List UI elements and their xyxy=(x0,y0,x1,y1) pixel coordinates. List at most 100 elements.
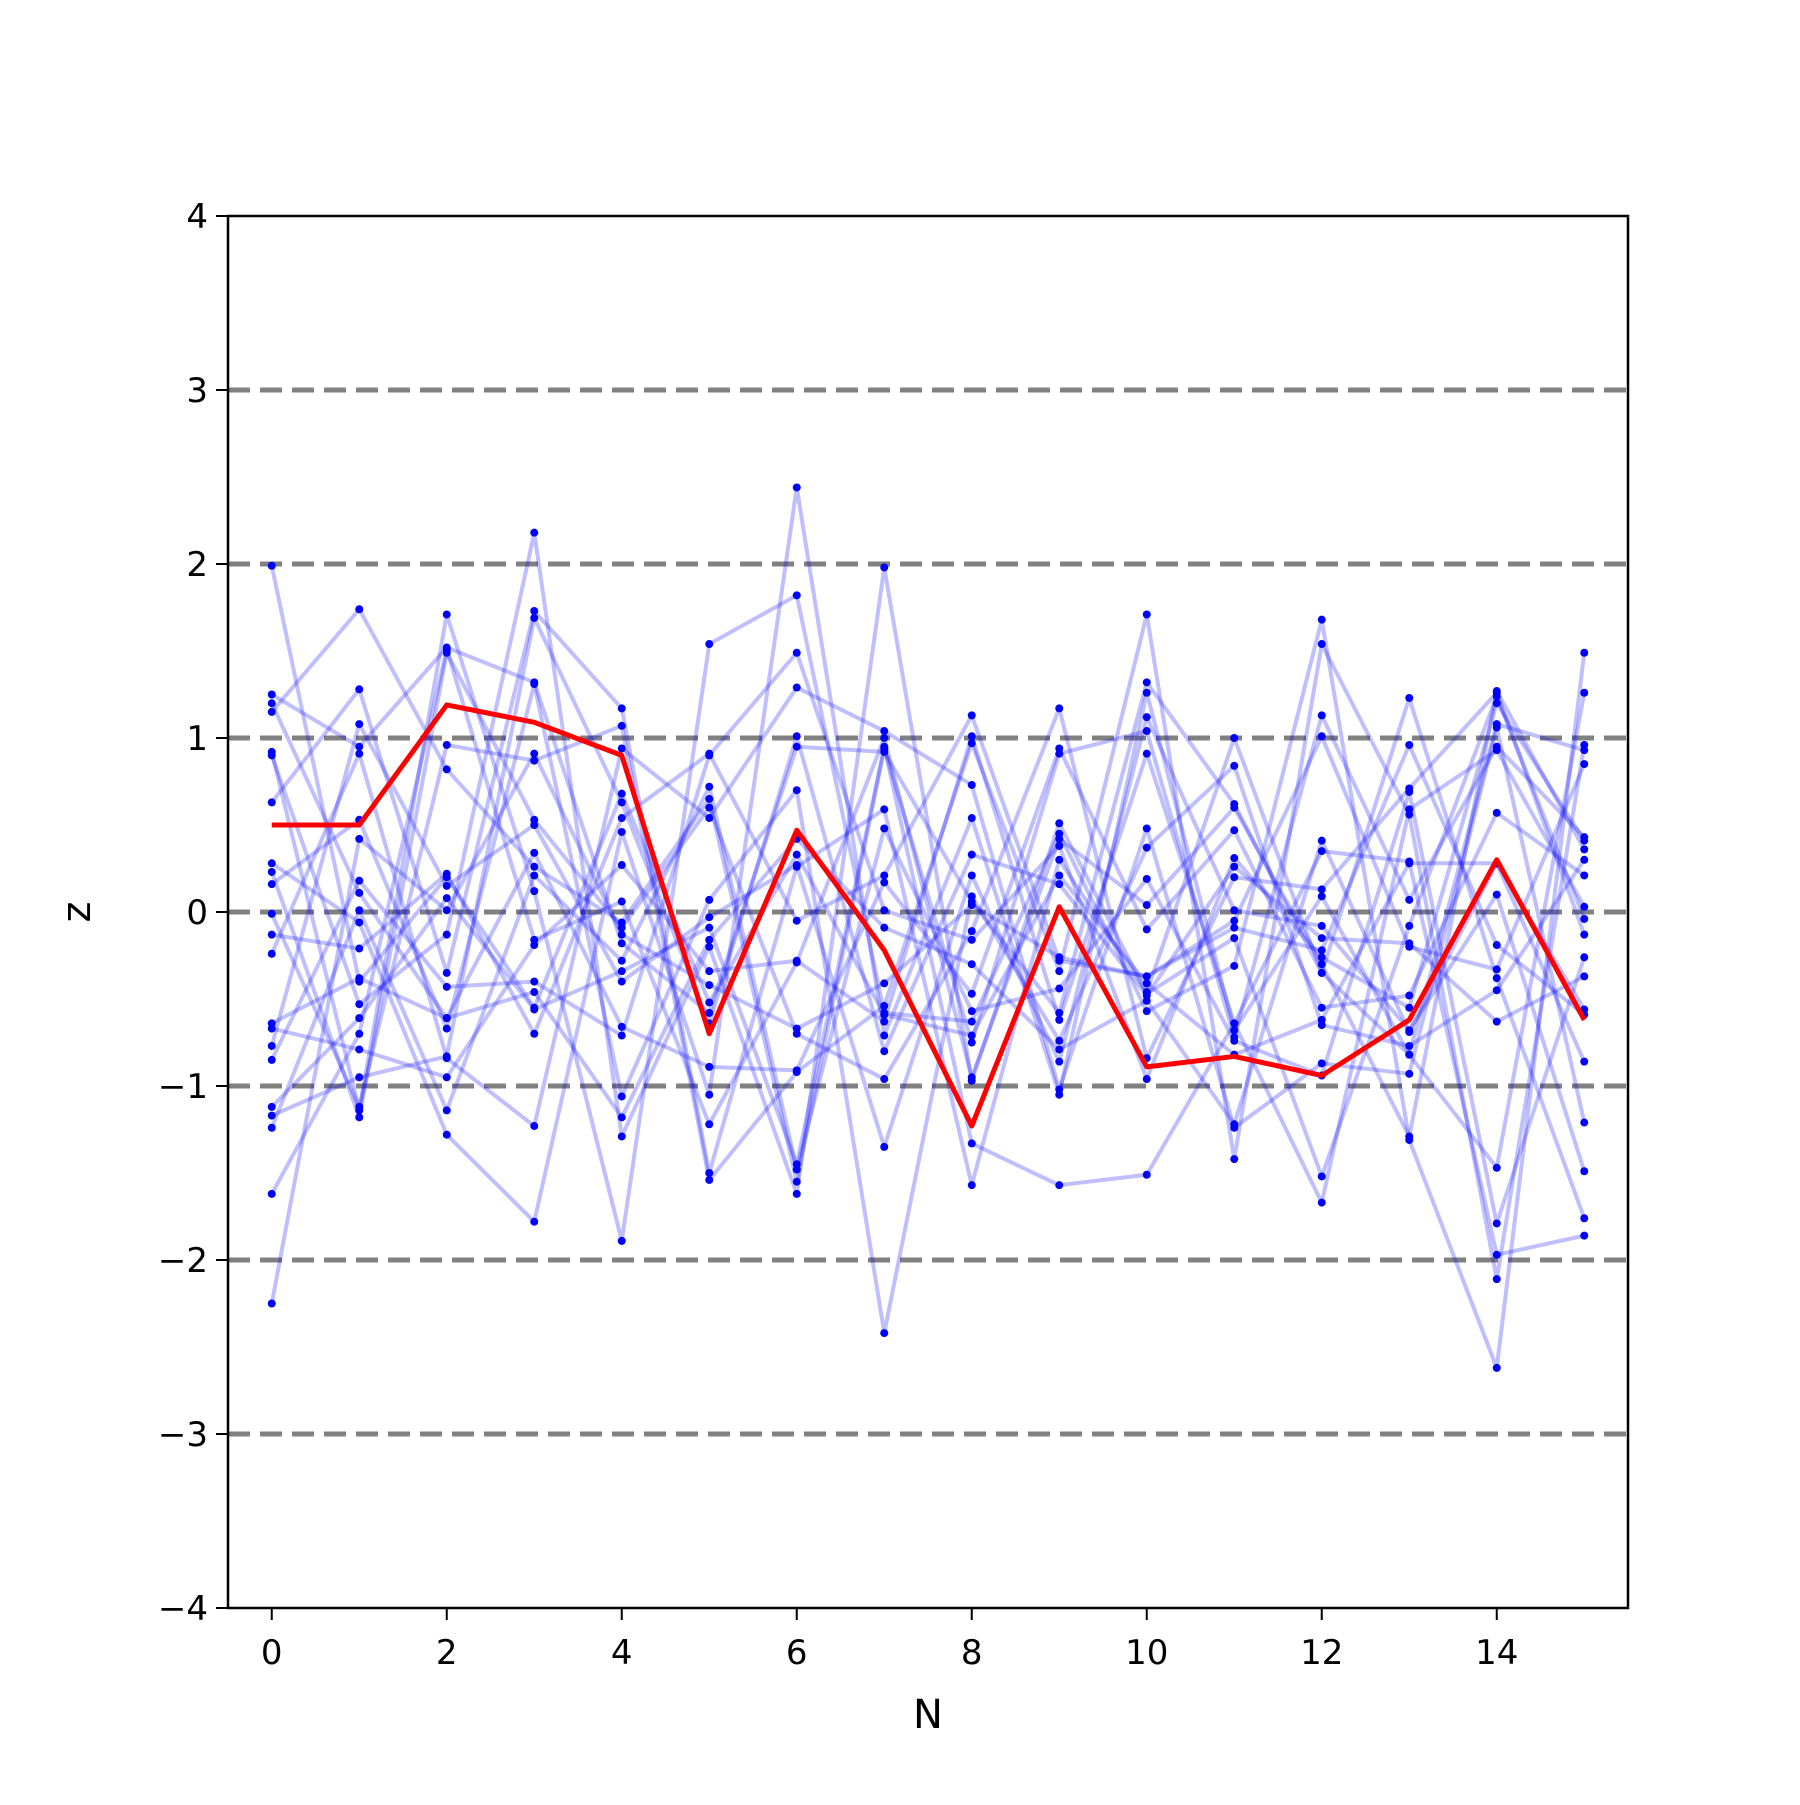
series-point xyxy=(1317,615,1326,624)
background-series-line xyxy=(269,650,1586,1082)
series-point xyxy=(967,1073,976,1082)
background-series-line xyxy=(269,784,1587,1226)
series-point xyxy=(1405,1132,1414,1141)
series-point xyxy=(705,794,714,803)
series-point xyxy=(1580,760,1589,769)
series-point xyxy=(792,850,801,859)
series-point xyxy=(1230,862,1239,871)
x-tick-label: 2 xyxy=(436,1633,458,1673)
series-point xyxy=(1317,640,1326,649)
y-tick-label: −2 xyxy=(158,1241,208,1281)
reference-lines xyxy=(228,387,1628,1437)
series-point xyxy=(1142,610,1151,619)
series-point xyxy=(530,848,539,857)
series-point xyxy=(355,834,364,843)
series-point xyxy=(1142,972,1151,981)
series-point xyxy=(705,1062,714,1071)
series-point xyxy=(1055,871,1064,880)
series-point xyxy=(792,1165,801,1174)
background-series-line xyxy=(269,715,1587,1172)
series-point xyxy=(1492,1163,1501,1172)
series-point xyxy=(967,901,976,910)
series-point xyxy=(1230,826,1239,835)
series-point xyxy=(1580,1118,1589,1127)
background-series-line xyxy=(270,645,1585,1057)
series-point xyxy=(530,1217,539,1226)
series-point xyxy=(267,798,276,807)
series-point xyxy=(1142,688,1151,697)
series-point xyxy=(792,648,801,657)
series-point xyxy=(1055,880,1064,889)
series-point xyxy=(1142,1170,1151,1179)
series-point xyxy=(880,1047,889,1056)
series-point xyxy=(1317,960,1326,969)
series-point xyxy=(1055,1015,1064,1024)
background-series-line xyxy=(270,608,1587,1219)
series-point xyxy=(530,528,539,537)
series-point xyxy=(617,704,626,713)
series-point xyxy=(1230,1036,1239,1045)
series-point xyxy=(355,749,364,758)
series-point xyxy=(792,1066,801,1075)
series-point xyxy=(1317,953,1326,962)
series-point xyxy=(267,699,276,708)
series-point xyxy=(792,861,801,870)
series-point xyxy=(442,1014,451,1023)
series-point xyxy=(1317,934,1326,943)
series-point xyxy=(1230,761,1239,770)
series-point xyxy=(1317,1003,1326,1012)
series-point xyxy=(617,1022,626,1031)
series-point xyxy=(1055,1057,1064,1066)
series-point xyxy=(880,979,889,988)
series-point xyxy=(1492,808,1501,817)
series-point xyxy=(355,918,364,927)
series-point xyxy=(1055,1085,1064,1094)
series-point xyxy=(792,683,801,692)
series-point xyxy=(1230,734,1239,742)
series-point xyxy=(267,1024,276,1033)
series-point xyxy=(1142,713,1151,722)
series-point xyxy=(1317,968,1326,977)
series-point xyxy=(1580,648,1589,657)
series-point xyxy=(355,888,364,897)
series-point xyxy=(1230,934,1239,943)
series-point xyxy=(1580,902,1589,911)
series-point xyxy=(1580,740,1589,749)
series-point xyxy=(267,1041,276,1050)
series-point xyxy=(355,1014,364,1023)
series-point xyxy=(792,786,801,795)
series-point xyxy=(705,895,714,904)
x-tick-label: 12 xyxy=(1300,1633,1343,1673)
series-point xyxy=(355,906,364,915)
series-point xyxy=(1055,967,1064,976)
series-point xyxy=(880,805,889,814)
series-point xyxy=(1317,885,1326,894)
series-point xyxy=(1492,687,1501,696)
background-series-group xyxy=(267,483,1589,1372)
series-point xyxy=(967,1007,976,1016)
series-point xyxy=(355,605,364,614)
series-point xyxy=(530,977,539,986)
series-point xyxy=(705,782,714,791)
background-series-line xyxy=(270,485,1587,1224)
series-point xyxy=(880,1031,889,1040)
series-point xyxy=(355,1029,364,1038)
series-point xyxy=(355,876,364,885)
series-point xyxy=(1230,1120,1239,1129)
series-point xyxy=(267,1102,276,1111)
series-point xyxy=(530,756,539,765)
series-point xyxy=(1580,836,1589,845)
series-point xyxy=(1230,873,1239,882)
series-point xyxy=(617,789,626,798)
series-point xyxy=(1580,1167,1589,1176)
y-tick-label: −3 xyxy=(158,1415,208,1455)
series-point xyxy=(1405,895,1414,904)
background-series-line xyxy=(270,746,1586,1073)
series-point xyxy=(1055,744,1064,753)
y-axis-label: z xyxy=(54,902,100,923)
series-point xyxy=(1230,1019,1239,1028)
series-point xyxy=(355,974,364,983)
series-point xyxy=(617,1236,626,1245)
